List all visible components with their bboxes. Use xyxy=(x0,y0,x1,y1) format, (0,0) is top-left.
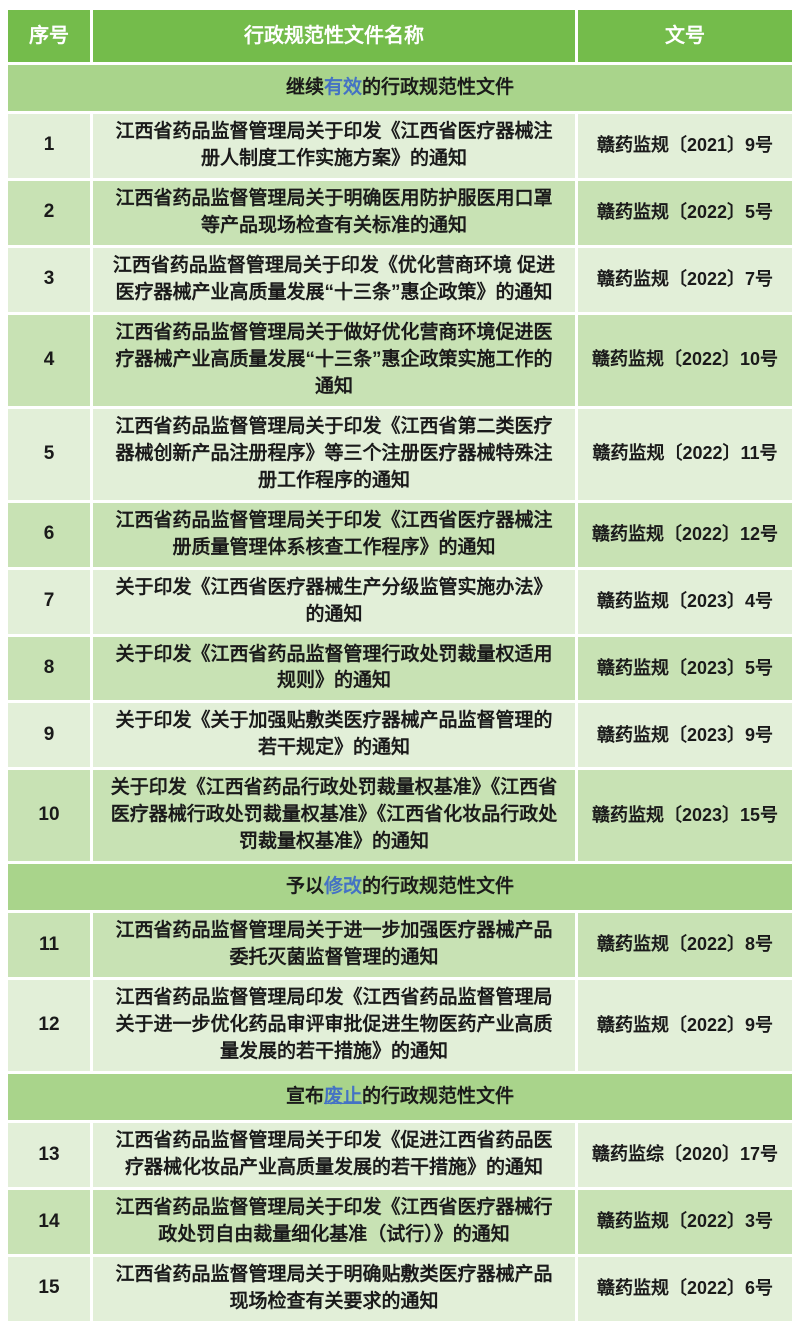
row-doc-no: 赣药监规〔2022〕7号 xyxy=(578,247,792,312)
row-index: 9 xyxy=(8,703,90,768)
row-name: 江西省药品监督管理局关于做好优化营商环境促进医疗器械产业高质量发展“十三条”惠企… xyxy=(93,314,575,406)
row-doc-no: 赣药监规〔2023〕5号 xyxy=(578,636,792,701)
row-doc-no: 赣药监规〔2022〕3号 xyxy=(578,1190,792,1254)
column-header-index: 序号 xyxy=(8,10,90,62)
row-name: 江西省药品监督管理局印发《江西省药品监督管理局关于进一步优化药品审评审批促进生物… xyxy=(93,980,575,1072)
row-index: 8 xyxy=(8,636,90,701)
section-title-highlight: 废止 xyxy=(323,1085,362,1107)
row-index: 5 xyxy=(8,408,90,500)
row-index: 6 xyxy=(8,502,90,567)
row-name: 江西省药品监督管理局关于印发《江西省医疗器械注册质量管理体系核查工作程序》的通知 xyxy=(93,502,575,567)
row-name: 江西省药品监督管理局关于印发《江西省医疗器械注册人制度工作实施方案》的通知 xyxy=(93,114,575,178)
section-title-suffix: 的行政规范性文件 xyxy=(362,875,515,897)
row-index: 1 xyxy=(8,114,90,178)
row-index: 10 xyxy=(8,770,90,862)
row-index: 11 xyxy=(8,913,90,978)
row-doc-no: 赣药监规〔2023〕4号 xyxy=(578,569,792,634)
row-name: 江西省药品监督管理局关于印发《江西省第二类医疗器械创新产品注册程序》等三个注册医… xyxy=(93,408,575,500)
row-name: 关于印发《江西省药品行政处罚裁量权基准》《江西省医疗器械行政处罚裁量权基准》《江… xyxy=(93,770,575,862)
row-name: 江西省药品监督管理局关于进一步加强医疗器械产品委托灭菌监督管理的通知 xyxy=(93,913,575,978)
row-doc-no: 赣药监综〔2020〕17号 xyxy=(578,1123,792,1188)
row-doc-no: 赣药监规〔2022〕6号 xyxy=(578,1257,792,1321)
row-name: 江西省药品监督管理局关于印发《优化营商环境 促进医疗器械产业高质量发展“十三条”… xyxy=(93,247,575,312)
section-title-prefix: 继续 xyxy=(285,76,324,98)
row-name: 江西省药品监督管理局关于明确医用防护服医用口罩等产品现场检查有关标准的通知 xyxy=(93,180,575,245)
row-doc-no: 赣药监规〔2023〕15号 xyxy=(578,770,792,862)
row-index: 7 xyxy=(8,569,90,634)
row-name: 关于印发《江西省医疗器械生产分级监管实施办法》的通知 xyxy=(93,569,575,634)
row-name: 江西省药品监督管理局关于印发《江西省医疗器械行政处罚自由裁量细化基准（试行）》的… xyxy=(93,1190,575,1254)
section-header-row: 予以修改的行政规范性文件 xyxy=(8,864,792,911)
section-title-highlight: 有效 xyxy=(323,76,362,98)
row-doc-no: 赣药监规〔2022〕11号 xyxy=(578,408,792,500)
row-index: 12 xyxy=(8,980,90,1072)
row-doc-no: 赣药监规〔2022〕10号 xyxy=(578,314,792,406)
row-index: 3 xyxy=(8,247,90,312)
row-doc-no: 赣药监规〔2023〕9号 xyxy=(578,703,792,768)
row-index: 15 xyxy=(8,1257,90,1321)
row-doc-no: 赣药监规〔2021〕9号 xyxy=(578,114,792,178)
row-doc-no: 赣药监规〔2022〕5号 xyxy=(578,180,792,245)
row-index: 4 xyxy=(8,314,90,406)
section-title-suffix: 的行政规范性文件 xyxy=(362,1085,515,1107)
documents-table: 序号 行政规范性文件名称 文号 继续有效的行政规范性文件 1 江西省药品监督管理… xyxy=(8,10,792,1321)
row-doc-no: 赣药监规〔2022〕9号 xyxy=(578,980,792,1072)
row-name: 江西省药品监督管理局关于印发《促进江西省药品医疗器械化妆品产业高质量发展的若干措… xyxy=(93,1123,575,1188)
section-title-prefix: 予以 xyxy=(285,875,324,897)
section-title-suffix: 的行政规范性文件 xyxy=(362,76,515,98)
row-name: 关于印发《关于加强贴敷类医疗器械产品监督管理的若干规定》的通知 xyxy=(93,703,575,768)
row-index: 13 xyxy=(8,1123,90,1188)
column-header-name: 行政规范性文件名称 xyxy=(93,10,575,62)
column-header-doc-no: 文号 xyxy=(578,10,792,62)
row-name: 江西省药品监督管理局关于明确贴敷类医疗器械产品现场检查有关要求的通知 xyxy=(93,1257,575,1321)
row-doc-no: 赣药监规〔2022〕12号 xyxy=(578,502,792,567)
section-header-row: 继续有效的行政规范性文件 xyxy=(8,65,792,111)
row-index: 14 xyxy=(8,1190,90,1254)
row-doc-no: 赣药监规〔2022〕8号 xyxy=(578,913,792,978)
row-index: 2 xyxy=(8,180,90,245)
row-name: 关于印发《江西省药品监督管理行政处罚裁量权适用规则》的通知 xyxy=(93,636,575,701)
section-title-highlight: 修改 xyxy=(323,875,362,897)
section-title-prefix: 宣布 xyxy=(285,1085,324,1107)
section-header-row: 宣布废止的行政规范性文件 xyxy=(8,1074,792,1121)
